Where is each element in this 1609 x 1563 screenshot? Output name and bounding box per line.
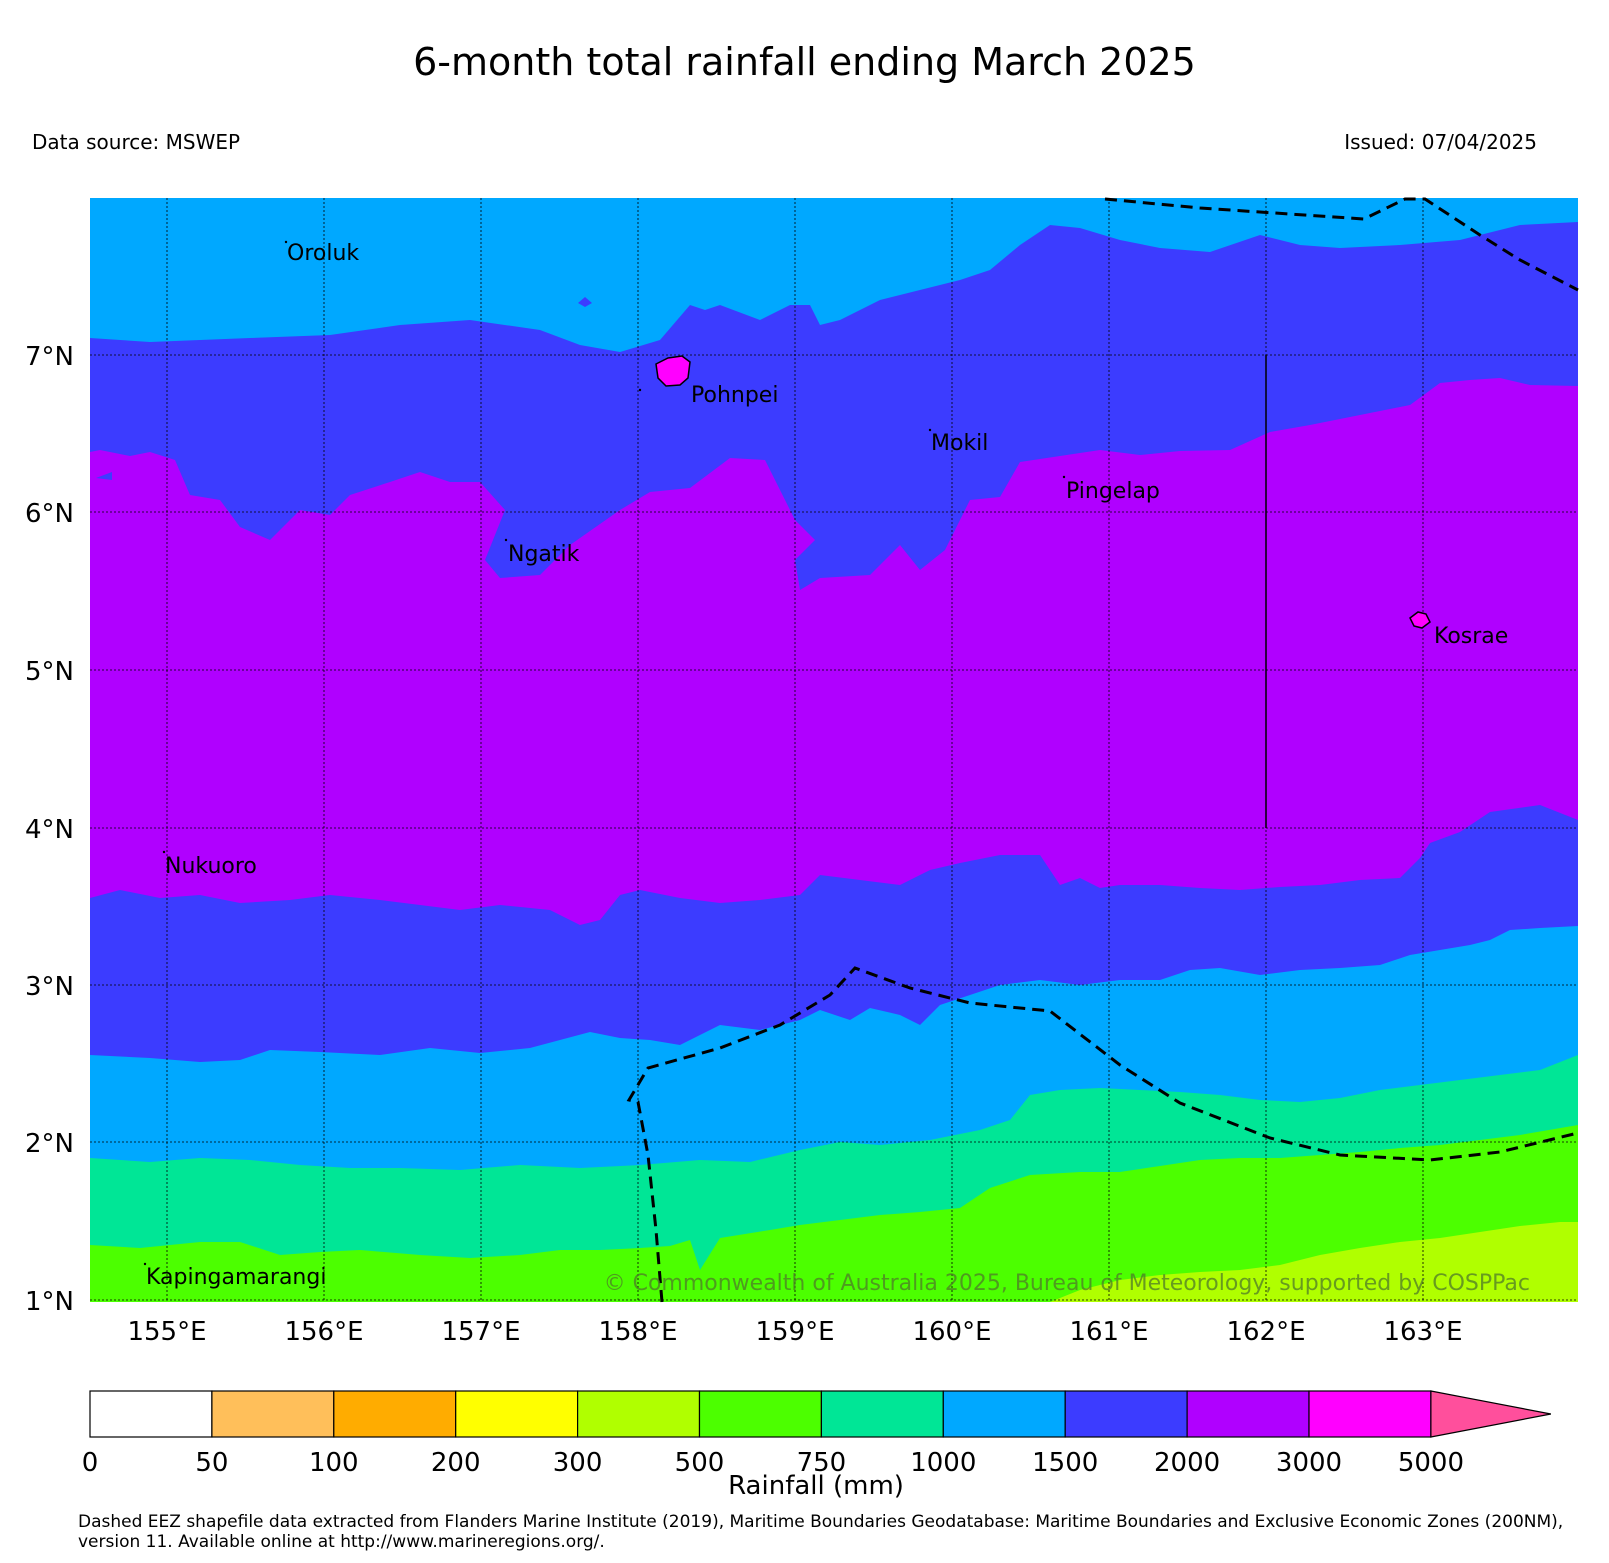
lon-label: 160°E (912, 1317, 991, 1347)
colorbar-tick-label: 750 (797, 1448, 847, 1478)
island-marker-pingelap (1062, 475, 1066, 479)
island-marker-nukuoro (162, 850, 166, 854)
lon-label: 156°E (284, 1317, 363, 1347)
lon-label: 155°E (127, 1317, 206, 1347)
data-source: Data source: MSWEP (32, 130, 241, 154)
graticule (90, 198, 1578, 1302)
band-300-500 (1050, 1222, 1578, 1302)
island-marker (638, 388, 642, 392)
band-500-750 (90, 1125, 1578, 1302)
lat-label: 1°N (25, 1287, 74, 1317)
place-label-mokil: Mokil (931, 431, 988, 456)
lon-label: 158°E (598, 1317, 677, 1347)
place-label-kapingamarangi: Kapingamarangi (146, 1265, 326, 1290)
place-label-pohnpei: Pohnpei (691, 383, 778, 408)
colorbar-segment (1064, 1390, 1188, 1438)
colorbar (89, 1390, 1552, 1438)
place-label-ngatik: Ngatik (508, 542, 580, 567)
lat-label: 3°N (25, 972, 74, 1002)
rainfall-contours (90, 198, 1578, 1302)
colorbar-segment (1308, 1390, 1432, 1438)
contour-patch (842, 540, 852, 550)
issued-date: Issued: 07/04/2025 (1344, 130, 1537, 154)
colorbar-segment (333, 1390, 457, 1438)
contour-patch (578, 297, 592, 307)
colorbar-extend-arrow (1430, 1390, 1552, 1438)
colorbar-segment (698, 1390, 823, 1438)
lat-label: 4°N (25, 815, 74, 845)
contour-patch (96, 472, 112, 480)
place-label-oroluk: Oroluk (287, 241, 359, 266)
lat-label: 5°N (25, 657, 74, 687)
eez-boundary-south (626, 966, 1579, 1303)
colorbar-segment (211, 1390, 335, 1438)
colorbar-segment (942, 1390, 1066, 1438)
island-marker-oroluk (284, 240, 288, 244)
lon-label: 161°E (1069, 1317, 1148, 1347)
colorbar-segment (1186, 1390, 1310, 1438)
page-title: 6-month total rainfall ending March 2025 (413, 40, 1196, 84)
colorbar-tick-label: 200 (431, 1448, 481, 1478)
lon-label: 159°E (755, 1317, 834, 1347)
colorbar-tick-label: 1500 (1032, 1448, 1098, 1478)
colorbar-tick-label: 1000 (910, 1448, 976, 1478)
kosrae-island (1409, 611, 1431, 629)
lon-label: 162°E (1226, 1317, 1305, 1347)
lat-label: 7°N (25, 342, 74, 372)
colorbar-segment (820, 1390, 944, 1438)
lon-label: 163°E (1383, 1317, 1462, 1347)
band-2000-3000 (90, 378, 1578, 925)
copyright-notice: © Commonwealth of Australia 2025, Bureau… (604, 1271, 1530, 1296)
colorbar-tick-label: 0 (82, 1448, 99, 1478)
colorbar-title: Rainfall (mm) (728, 1471, 904, 1501)
colorbar-ticks: 0 50 100 200 300 500 750 1000 1500 2000 3000 5000 (82, 1448, 1464, 1478)
colorbar-segment (89, 1390, 213, 1438)
lon-label: 157°E (441, 1317, 520, 1347)
colorbar-tick-label: 3000 (1276, 1448, 1342, 1478)
eez-data-note: Dashed EEZ shapefile data extracted from… (78, 1512, 1564, 1552)
colorbar-tick-label: 100 (309, 1448, 359, 1478)
eez-boundary-north (1104, 197, 1579, 292)
island-marker-kapingamarangi (143, 1262, 147, 1266)
contour-patch (725, 912, 752, 928)
colorbar-tick-label: 500 (675, 1448, 725, 1478)
place-label-nukuoro: Nukuoro (165, 854, 257, 879)
lat-label: 6°N (25, 499, 74, 529)
island-markers (143, 240, 1066, 1266)
island-marker-mokil (928, 428, 932, 432)
colorbar-segment (576, 1390, 701, 1438)
colorbar-tick-label: 300 (553, 1448, 603, 1478)
eez-boundaries (626, 197, 1579, 1303)
pohnpei-island (655, 355, 691, 387)
place-label-kosrae: Kosrae (1434, 624, 1508, 649)
lat-label: 2°N (25, 1129, 74, 1159)
island-marker-ngatik (504, 538, 508, 542)
place-label-pingelap: Pingelap (1066, 479, 1160, 504)
colorbar-tick-label: 5000 (1398, 1448, 1464, 1478)
colorbar-segment (455, 1390, 579, 1438)
colorbar-tick-label: 2000 (1154, 1448, 1220, 1478)
colorbar-tick-label: 50 (195, 1448, 228, 1478)
